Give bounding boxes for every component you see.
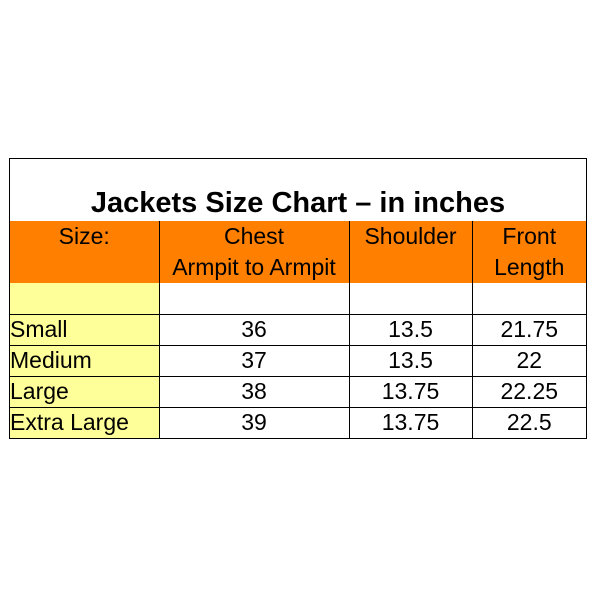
length-cell: 22.5 (506, 409, 552, 436)
shoulder-cell: 13.5 (349, 345, 473, 377)
table-row: Large 38 13.75 22.25 (10, 376, 586, 408)
size-cell: Large (10, 376, 160, 408)
header-shoulder-sub (349, 252, 473, 283)
blank-shoulder-cell (349, 283, 473, 315)
header-shoulder: Shoulder (349, 221, 473, 252)
shoulder-cell: 13.5 (349, 314, 473, 346)
header-size: Size: (10, 221, 160, 252)
header-front-sub: Length (472, 252, 586, 283)
size-cell: Small (10, 314, 160, 346)
length-cell: 22.25 (472, 376, 586, 408)
blank-size-cell (10, 283, 160, 315)
size-cell: Extra Large (10, 407, 160, 438)
chest-cell: 38 (159, 376, 350, 408)
table-row: Small 36 13.5 21.75 (10, 314, 586, 346)
size-grid: Size: Chest Shoulder Front Armpit to Arm… (10, 221, 586, 438)
length-cell: 21.75 (472, 314, 586, 346)
table-row: Medium 37 13.5 22 (10, 345, 586, 377)
blank-row (10, 283, 586, 315)
size-cell: Medium (10, 345, 160, 377)
chest-cell: 36 (159, 314, 350, 346)
shoulder-cell: 13.75 (349, 407, 473, 438)
length-cell: 22 (472, 345, 586, 377)
title-row: Jackets Size Chart – in inches (10, 159, 586, 221)
header-chest-sub: Armpit to Armpit (159, 252, 350, 283)
blank-length-cell (472, 283, 586, 315)
shoulder-cell: 13.75 (349, 376, 473, 408)
chest-cell: 39 (159, 407, 350, 438)
header-row-2: Armpit to Armpit Length (10, 252, 586, 283)
chest-cell: 37 (159, 345, 350, 377)
header-size-sub (10, 252, 160, 283)
size-chart-table: Jackets Size Chart – in inches Size: Che… (9, 158, 587, 439)
chart-title: Jackets Size Chart – in inches (90, 187, 506, 219)
header-row-1: Size: Chest Shoulder Front (10, 221, 586, 252)
header-chest: Chest (159, 221, 350, 252)
blank-chest-cell (159, 283, 350, 315)
table-row: Extra Large 39 13.75 22.5 (10, 407, 586, 438)
header-front: Front (472, 221, 586, 252)
